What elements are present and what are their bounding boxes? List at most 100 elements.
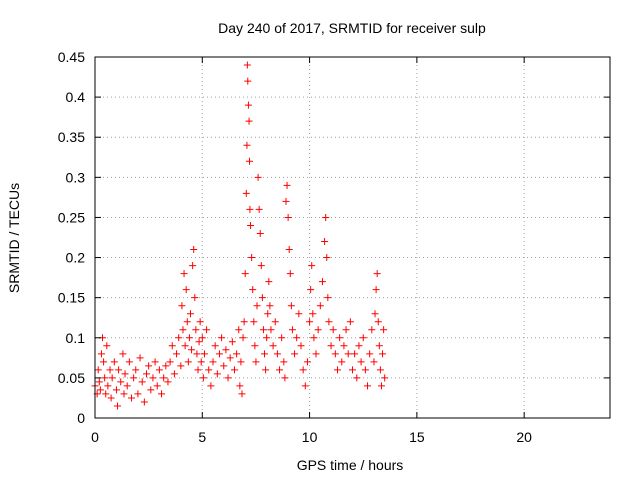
- data-point: [178, 302, 186, 310]
- data-point: [134, 390, 142, 398]
- data-point: [327, 342, 335, 350]
- data-point: [243, 61, 251, 69]
- data-point: [276, 366, 284, 374]
- data-point: [380, 326, 388, 334]
- data-point: [177, 362, 185, 370]
- data-point: [266, 302, 274, 310]
- data-point: [158, 390, 166, 398]
- data-point: [107, 394, 115, 402]
- data-point: [316, 302, 324, 310]
- y-tick-label: 0.2: [66, 250, 86, 266]
- data-point: [308, 262, 316, 270]
- data-point: [166, 358, 174, 366]
- data-point: [251, 342, 259, 350]
- data-point: [117, 378, 125, 386]
- data-point: [164, 378, 172, 386]
- data-point: [353, 374, 361, 382]
- data-point: [250, 318, 258, 326]
- data-point: [374, 318, 382, 326]
- data-point: [280, 358, 288, 366]
- data-point: [256, 229, 264, 237]
- data-point: [175, 334, 183, 342]
- y-tick-label: 0.4: [66, 89, 86, 105]
- data-point: [121, 370, 129, 378]
- data-point: [314, 326, 322, 334]
- data-point: [282, 197, 290, 205]
- data-point: [119, 350, 127, 358]
- data-point: [241, 270, 249, 278]
- data-point: [318, 278, 326, 286]
- data-point: [180, 270, 188, 278]
- data-point: [189, 262, 197, 270]
- data-point: [143, 370, 150, 378]
- data-point: [136, 354, 144, 362]
- plot-frame: [94, 56, 611, 419]
- data-point: [114, 402, 122, 410]
- data-point: [287, 302, 295, 310]
- data-point: [271, 318, 279, 326]
- data-point: [215, 350, 223, 358]
- data-point: [110, 358, 118, 366]
- data-point: [273, 350, 281, 358]
- data-point: [147, 386, 155, 394]
- data-point: [325, 318, 333, 326]
- data-point: [120, 390, 128, 398]
- data-point: [370, 358, 378, 366]
- data-point: [331, 350, 339, 358]
- data-point: [285, 246, 293, 254]
- data-point: [160, 374, 168, 382]
- y-tick-label: 0.45: [58, 49, 85, 65]
- data-point: [349, 366, 356, 374]
- data-point: [170, 370, 178, 378]
- data-point: [205, 366, 213, 374]
- grid-lines: [95, 57, 610, 418]
- data-point: [222, 346, 230, 354]
- data-point: [97, 350, 105, 358]
- data-point: [185, 334, 193, 342]
- data-point: [269, 342, 277, 350]
- data-point: [193, 350, 201, 358]
- data-point: [310, 334, 318, 342]
- data-point: [321, 238, 329, 246]
- data-point: [181, 342, 189, 350]
- data-point: [248, 254, 256, 262]
- data-point: [127, 394, 135, 402]
- data-point: [284, 213, 292, 221]
- data-point: [264, 310, 272, 318]
- y-axis-label: SRMTID / TECUs: [6, 183, 22, 293]
- data-point: [364, 382, 372, 390]
- data-point: [338, 358, 346, 366]
- data-point: [123, 382, 131, 390]
- data-point: [379, 350, 387, 358]
- data-point: [263, 334, 271, 342]
- data-point: [96, 386, 104, 394]
- data-point: [372, 286, 380, 294]
- data-point: [182, 286, 190, 294]
- data-point: [381, 374, 389, 382]
- data-point: [376, 366, 384, 374]
- data-point: [291, 350, 299, 358]
- data-point: [207, 382, 215, 390]
- data-point: [309, 310, 317, 318]
- data-point: [244, 101, 252, 109]
- data-point: [259, 326, 267, 334]
- data-point: [108, 374, 116, 382]
- y-tick-label: 0.35: [58, 129, 85, 145]
- data-point: [299, 366, 307, 374]
- data-point: [235, 326, 243, 334]
- data-point: [355, 342, 363, 350]
- data-point: [179, 326, 187, 334]
- data-point: [106, 366, 114, 374]
- data-point: [211, 342, 219, 350]
- data-point: [162, 362, 170, 370]
- data-point: [153, 382, 161, 390]
- data-point: [195, 338, 203, 346]
- data-point: [94, 366, 102, 374]
- data-point: [368, 326, 376, 334]
- data-point: [188, 346, 196, 354]
- data-point: [138, 378, 146, 386]
- data-point: [209, 358, 217, 366]
- data-point: [186, 310, 194, 318]
- data-point: [281, 374, 289, 382]
